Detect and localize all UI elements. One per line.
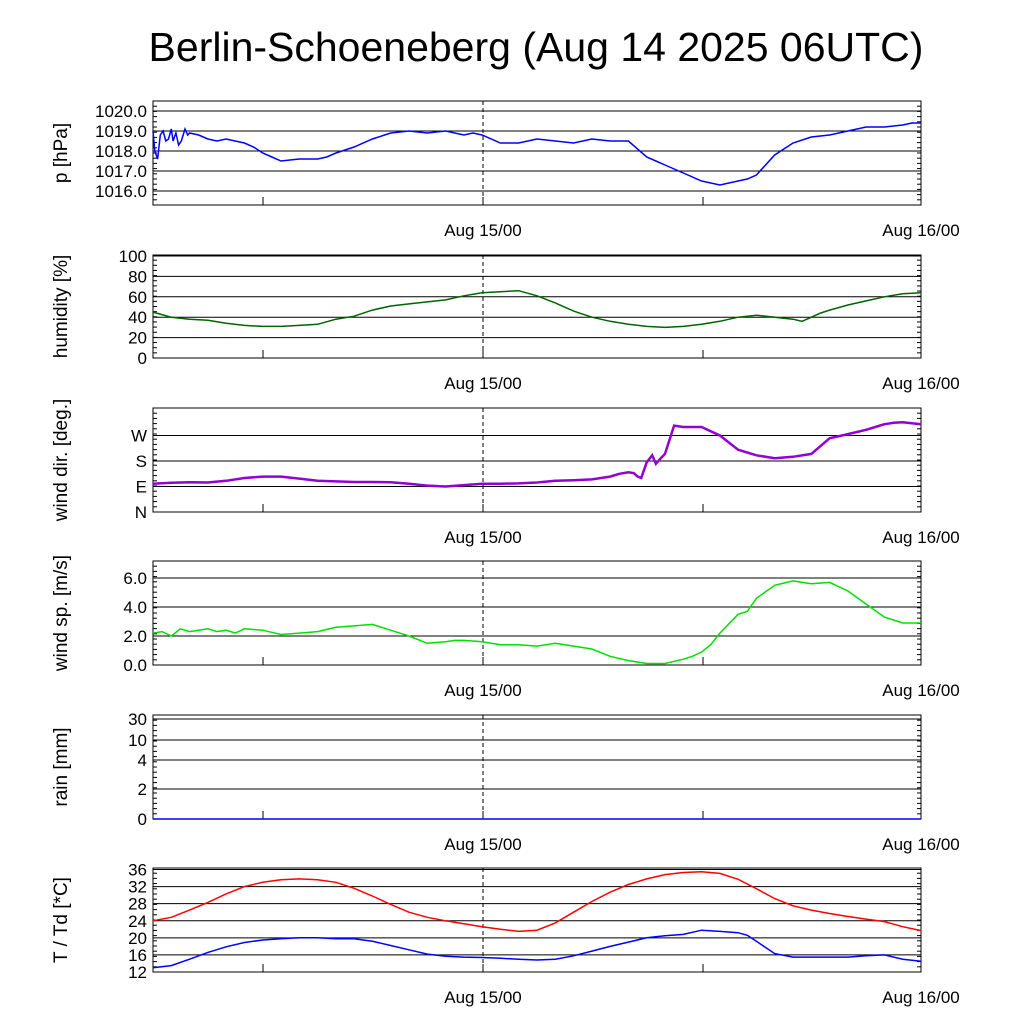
y-tick-label: 12 [128,963,147,982]
series-line-5-0 [152,870,922,933]
y-tick-label: 4.0 [123,598,147,617]
y-axis-label: humidity [%] [51,255,72,358]
y-tick-label: 36 [128,861,147,880]
y-tick-label: 28 [128,895,147,914]
page-title: Berlin-Schoeneberg (Aug 14 2025 06UTC) [148,24,924,70]
y-tick-label: 80 [128,267,147,286]
x-tick-label: Aug 16/00 [882,988,960,1007]
y-tick-label: 4 [138,751,147,770]
y-tick-label: 16 [128,946,147,965]
y-tick-label: 1018.0 [95,142,147,161]
y-tick-label: 0 [138,810,147,829]
series-line-0-0 [152,122,921,186]
y-tick-label: 20 [128,929,147,948]
y-tick-label: 0 [138,349,147,368]
x-tick-label: Aug 16/00 [882,221,960,240]
series-line-3-0 [152,580,921,665]
x-tick-label: Aug 16/00 [882,528,960,547]
y-axis-label: T / Td [*C] [51,877,72,963]
plot-frame [152,254,922,359]
x-tick-label: Aug 16/00 [882,835,960,854]
y-axis-label: rain [mm] [51,727,72,806]
y-tick-label: 6.0 [123,569,147,588]
y-tick-label: 60 [128,288,147,307]
y-tick-label: 24 [128,912,147,931]
x-tick-label: Aug 16/00 [882,374,960,393]
y-tick-label: E [136,478,147,497]
y-tick-label: 1019.0 [95,122,147,141]
y-axis-label: wind sp. [m/s] [51,555,72,672]
y-tick-label: 1016.0 [95,182,147,201]
y-axis-label: p [hPa] [51,123,72,183]
series-line-1-0 [152,289,922,329]
y-axis-label: wind dir. [deg.] [51,399,72,523]
plot-frame [152,407,922,513]
y-tick-label: 1020.0 [95,102,147,121]
y-tick-label: 2.0 [123,627,147,646]
y-tick-label: 32 [128,878,147,897]
plot-frame [152,714,922,820]
y-tick-label: 20 [128,329,147,348]
x-tick-label: Aug 15/00 [444,221,522,240]
y-tick-label: 10 [128,731,147,750]
y-tick-label: 30 [128,710,147,729]
series-line-2-0 [152,420,922,488]
series-line-5-1 [152,929,922,969]
y-tick-label: W [131,427,147,446]
y-tick-label: 0.0 [123,656,147,675]
y-tick-label: 40 [128,308,147,327]
y-tick-label: S [136,452,147,471]
x-tick-label: Aug 15/00 [444,681,522,700]
y-tick-label: 2 [138,780,147,799]
x-tick-label: Aug 16/00 [882,681,960,700]
y-tick-label: 100 [119,247,147,266]
y-tick-label: N [135,503,147,522]
y-tick-label: 1017.0 [95,162,147,181]
plot-frame [152,560,922,666]
x-tick-label: Aug 15/00 [444,374,522,393]
x-tick-label: Aug 15/00 [444,835,522,854]
x-tick-label: Aug 15/00 [444,988,522,1007]
plot-frame [152,100,922,206]
x-tick-label: Aug 15/00 [444,528,522,547]
